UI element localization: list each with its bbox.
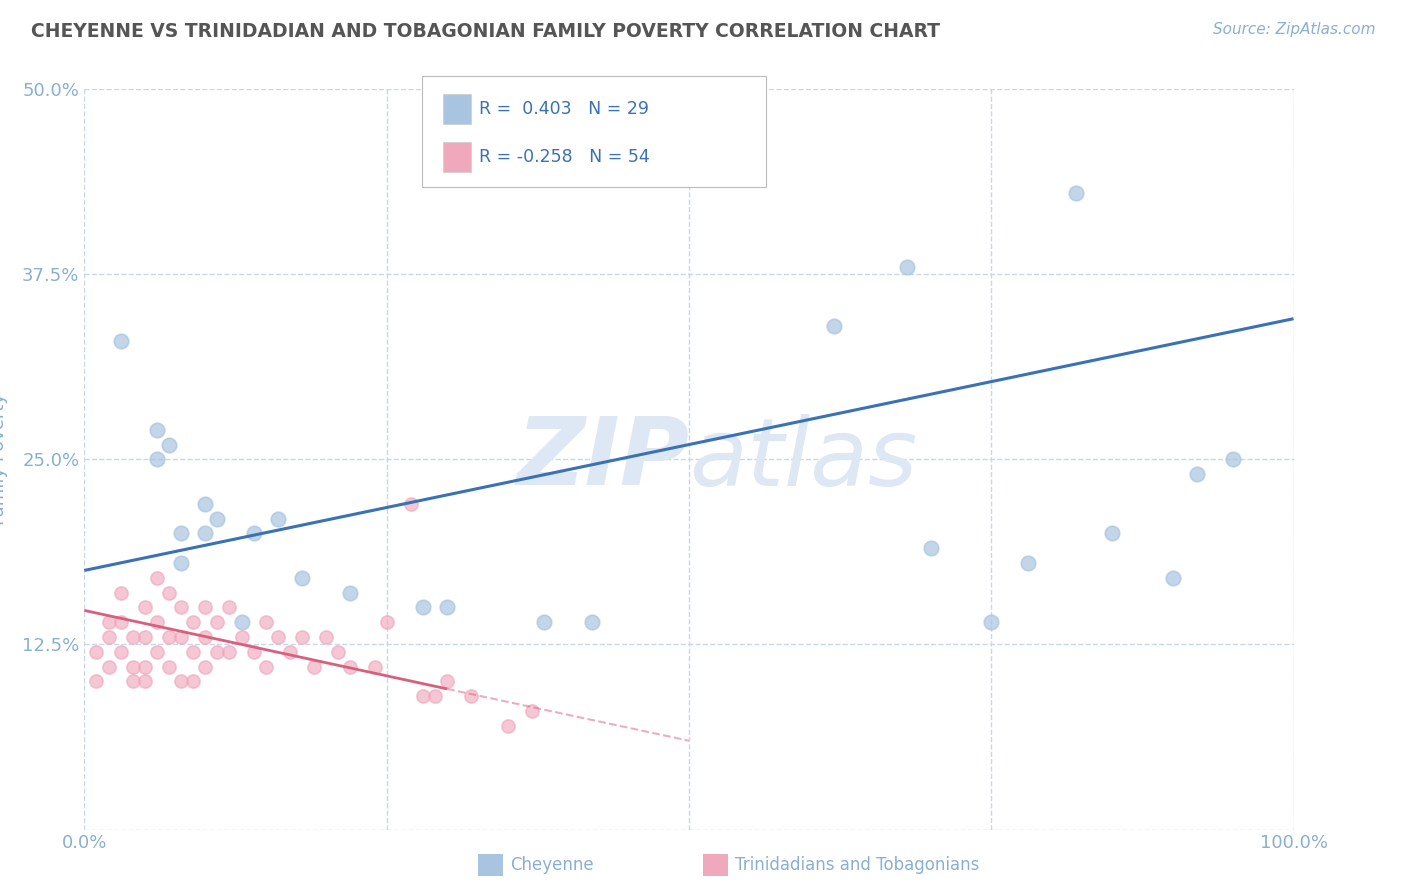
Point [110,645,132,659]
Point [218,600,240,615]
Point [412,600,434,615]
Point [412,690,434,704]
Point [97,659,120,673]
Text: Source: ZipAtlas.com: Source: ZipAtlas.com [1212,22,1375,37]
Point [157,630,180,644]
Point [278,645,301,659]
Point [110,334,132,348]
Point [170,556,193,570]
Point [339,659,361,673]
Point [399,497,422,511]
Point [231,630,253,644]
Point [181,645,204,659]
Point [134,630,156,644]
Point [146,452,169,467]
Point [181,674,204,689]
Point [194,600,217,615]
Point [194,659,217,673]
Point [1185,467,1208,482]
Point [1017,556,1039,570]
Point [134,600,156,615]
Point [121,674,143,689]
Point [170,526,193,541]
Point [110,585,132,599]
Point [194,497,217,511]
Point [207,615,229,630]
Text: atlas: atlas [689,414,917,505]
Point [423,690,446,704]
Point [146,615,169,630]
Point [520,704,543,718]
Point [1222,452,1244,467]
Point [1064,186,1087,200]
Point [181,615,204,630]
Point [242,645,264,659]
Point [134,674,156,689]
Text: CHEYENNE VS TRINIDADIAN AND TOBAGONIAN FAMILY POVERTY CORRELATION CHART: CHEYENNE VS TRINIDADIAN AND TOBAGONIAN F… [31,22,941,41]
Point [121,630,143,644]
Point [436,674,458,689]
Point [291,571,314,585]
Point [146,645,169,659]
Point [146,423,169,437]
Point [291,630,314,644]
Y-axis label: Family Poverty: Family Poverty [0,393,8,525]
Point [157,659,180,673]
Text: R =  0.403   N = 29: R = 0.403 N = 29 [479,100,650,118]
Point [157,437,180,451]
Point [194,630,217,644]
Point [170,600,193,615]
Point [218,645,240,659]
Point [86,645,108,659]
Text: Cheyenne: Cheyenne [510,856,593,874]
Point [110,615,132,630]
Point [339,585,361,599]
Point [896,260,918,274]
Text: ZIP: ZIP [516,413,689,506]
Point [1101,526,1123,541]
Point [170,630,193,644]
Point [375,615,398,630]
Point [714,127,737,141]
Point [267,511,290,525]
Point [86,674,108,689]
Point [194,526,217,541]
Point [97,630,120,644]
Point [315,630,337,644]
Point [1161,571,1184,585]
Point [207,511,229,525]
Point [254,659,277,673]
Point [254,615,277,630]
Point [920,541,942,556]
Point [231,615,253,630]
Point [302,659,325,673]
Point [97,615,120,630]
Point [328,645,350,659]
Point [170,674,193,689]
Point [207,645,229,659]
Point [436,600,458,615]
Point [581,615,603,630]
Text: R = -0.258   N = 54: R = -0.258 N = 54 [479,148,650,166]
Point [533,615,555,630]
Text: Trinidadians and Tobagonians: Trinidadians and Tobagonians [735,856,980,874]
Point [242,526,264,541]
Point [146,571,169,585]
Point [980,615,1002,630]
Point [496,719,519,733]
Point [267,630,290,644]
Point [363,659,385,673]
Point [823,319,845,334]
Point [134,659,156,673]
Point [157,585,180,599]
Point [460,690,482,704]
Point [121,659,143,673]
